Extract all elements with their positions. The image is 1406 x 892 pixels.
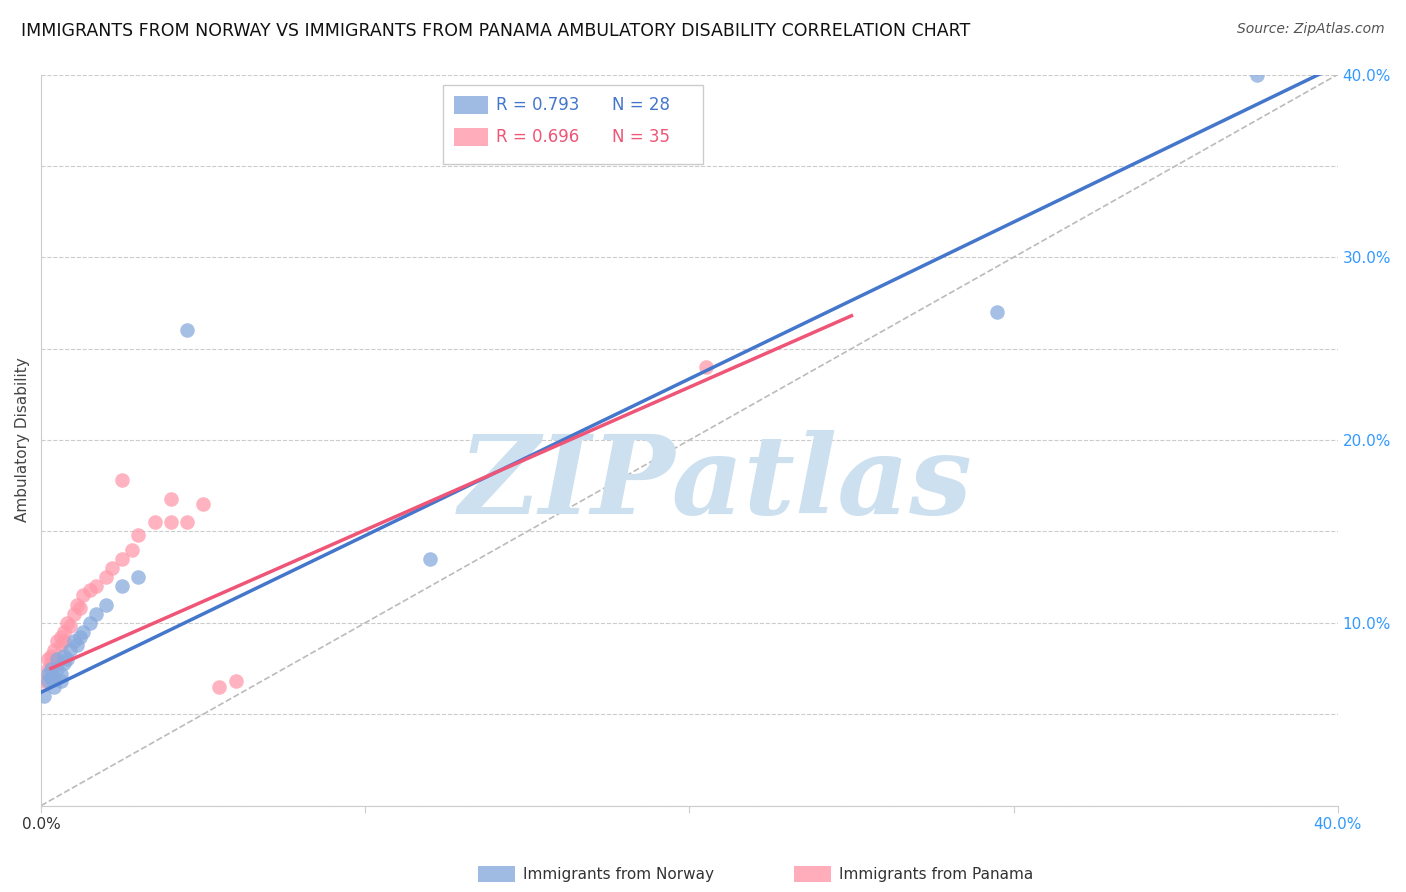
Point — [39, 661, 62, 675]
Text: R = 0.696: R = 0.696 — [496, 128, 579, 146]
Text: N = 35: N = 35 — [612, 128, 669, 146]
Text: N = 28: N = 28 — [612, 96, 669, 114]
Point — [52, 656, 75, 670]
Point — [1246, 68, 1268, 82]
Point — [52, 648, 75, 663]
Point — [84, 607, 107, 621]
Point — [69, 601, 91, 615]
Point — [42, 680, 65, 694]
Text: ZIPatlas: ZIPatlas — [458, 430, 972, 538]
Point — [94, 598, 117, 612]
Point — [159, 491, 181, 506]
Point — [49, 667, 72, 681]
Point — [62, 607, 84, 621]
Point — [101, 561, 124, 575]
Point — [986, 305, 1008, 319]
Point — [34, 689, 56, 703]
Point — [52, 634, 75, 648]
Point — [111, 473, 134, 487]
Text: IMMIGRANTS FROM NORWAY VS IMMIGRANTS FROM PANAMA AMBULATORY DISABILITY CORRELATI: IMMIGRANTS FROM NORWAY VS IMMIGRANTS FRO… — [21, 22, 970, 40]
Point — [49, 674, 72, 689]
Point — [143, 516, 166, 530]
Point — [79, 615, 101, 630]
Point — [46, 652, 69, 666]
Point — [34, 674, 56, 689]
Point — [37, 661, 59, 675]
Text: Immigrants from Panama: Immigrants from Panama — [839, 867, 1033, 881]
Point — [52, 624, 75, 639]
Point — [59, 619, 82, 633]
Point — [62, 634, 84, 648]
Text: Immigrants from Norway: Immigrants from Norway — [523, 867, 714, 881]
Text: R = 0.793: R = 0.793 — [496, 96, 579, 114]
Point — [695, 359, 717, 374]
Text: Source: ZipAtlas.com: Source: ZipAtlas.com — [1237, 22, 1385, 37]
Point — [84, 579, 107, 593]
Point — [66, 638, 89, 652]
Point — [37, 674, 59, 689]
Point — [127, 528, 149, 542]
Point — [37, 652, 59, 666]
Point — [121, 542, 143, 557]
Point — [39, 648, 62, 663]
Point — [193, 497, 215, 511]
Point — [72, 589, 94, 603]
Point — [42, 671, 65, 685]
Point — [159, 516, 181, 530]
Point — [72, 624, 94, 639]
Point — [111, 579, 134, 593]
Point — [49, 631, 72, 645]
Point — [225, 674, 247, 689]
Point — [39, 671, 62, 685]
Point — [79, 582, 101, 597]
Point — [208, 680, 231, 694]
Point — [66, 598, 89, 612]
Point — [176, 323, 198, 337]
Point — [127, 570, 149, 584]
Point — [56, 615, 79, 630]
Point — [42, 643, 65, 657]
Point — [46, 634, 69, 648]
Y-axis label: Ambulatory Disability: Ambulatory Disability — [15, 358, 30, 523]
Point — [69, 631, 91, 645]
Point — [49, 638, 72, 652]
Point — [39, 656, 62, 670]
Point — [176, 516, 198, 530]
Point — [111, 552, 134, 566]
Point — [59, 643, 82, 657]
Point — [46, 661, 69, 675]
Point — [419, 552, 441, 566]
Point — [46, 656, 69, 670]
Point — [56, 652, 79, 666]
Point — [42, 652, 65, 666]
Point — [94, 570, 117, 584]
Point — [37, 667, 59, 681]
